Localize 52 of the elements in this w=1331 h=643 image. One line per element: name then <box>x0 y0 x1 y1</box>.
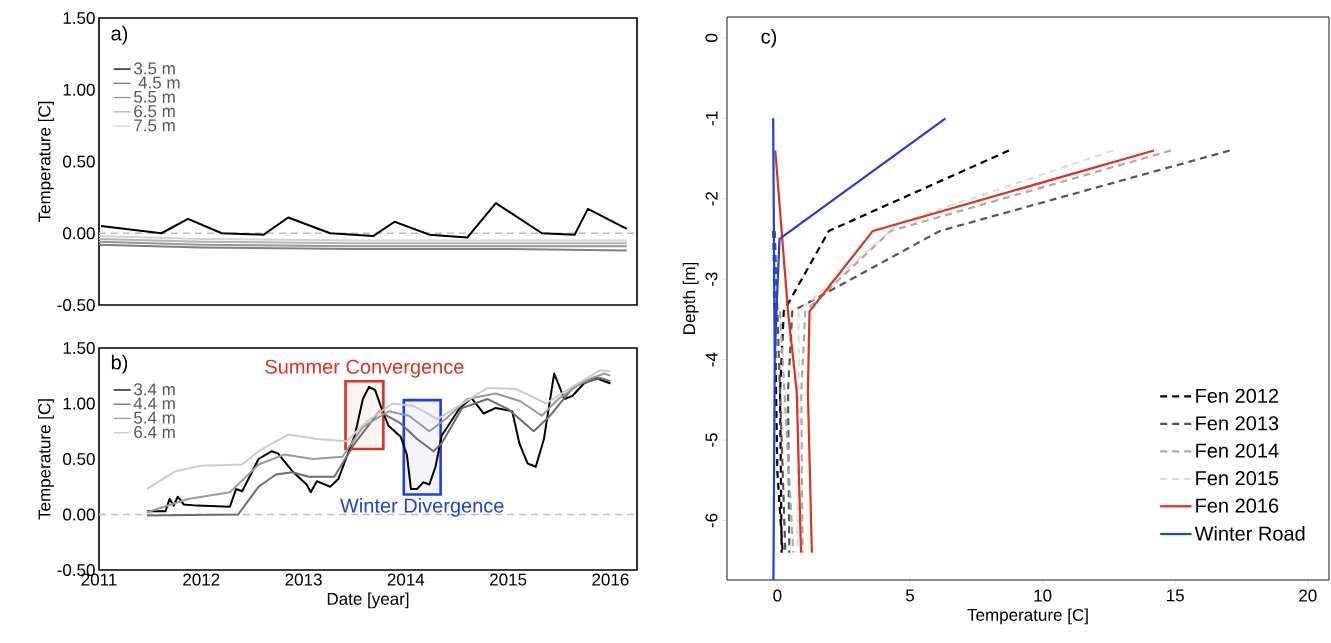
y-tick-label: -6 <box>705 513 718 528</box>
y-axis-title: Temperature [C] <box>38 101 54 223</box>
y-tick-label: -3 <box>705 272 718 286</box>
x-axis-title: Temperature [C] <box>967 608 1088 625</box>
y-axis-title: Temperature [C] <box>38 399 54 520</box>
y-tick-label: 0.50 <box>63 155 95 168</box>
x-tick-label: 2015 <box>490 573 527 586</box>
y-tick-label: -4 <box>705 352 718 367</box>
legend-label: 5.5 m <box>134 90 175 103</box>
band-label: Winter Divergence <box>340 498 504 517</box>
legend-label: 3.5 m <box>133 62 175 75</box>
y-tick-label: 1.50 <box>63 11 95 25</box>
legend-label: 6.5 m <box>134 105 175 118</box>
legend-label: 7.5 m <box>134 119 175 132</box>
y-tick-label: -1 <box>705 111 718 126</box>
line-series <box>796 149 1115 554</box>
x-tick-label: 2012 <box>183 573 220 586</box>
x-tick-label: 2016 <box>592 573 629 586</box>
y-tick-label: -2 <box>705 192 718 206</box>
x-tick-label: 10 <box>1034 589 1052 602</box>
legend-label: 5.4 m <box>134 411 175 424</box>
y-tick-label: -0.50 <box>57 298 95 312</box>
x-tick-label: 5 <box>905 589 914 602</box>
legend-label: Fen 2015 <box>1196 471 1279 486</box>
legend-label: Fen 2013 <box>1196 416 1279 431</box>
legend-label: 4.4 m <box>133 397 175 410</box>
y-axis-title: Depth [m] <box>682 262 699 334</box>
y-tick-label: 1.00 <box>63 397 95 410</box>
y-tick-label: 0.50 <box>63 452 95 466</box>
y-tick-label: 0.00 <box>63 508 95 521</box>
x-axis-title: Date [year] <box>327 592 409 609</box>
x-tick-label: 2013 <box>285 573 322 586</box>
y-tick-label: 1.50 <box>63 341 95 355</box>
x-tick-label: 15 <box>1167 589 1184 602</box>
chart-title: a) <box>111 25 128 45</box>
x-tick-label: 2014 <box>387 573 425 586</box>
x-tick-label: 0 <box>773 589 782 602</box>
legend-label: Fen 2016 <box>1196 498 1279 513</box>
legend-label: Fen 2014 <box>1196 443 1279 458</box>
legend-label: 6.4 m <box>134 426 175 439</box>
legend-label: Fen 2012 <box>1196 388 1279 403</box>
legend-label: Winter Road <box>1194 526 1305 541</box>
y-tick-label: -5 <box>705 433 718 447</box>
y-tick-label: 0.00 <box>63 227 95 240</box>
legend-label: 3.4 m <box>133 383 175 396</box>
chart-title: b) <box>111 354 128 374</box>
y-tick-label: 0 <box>705 33 718 42</box>
text: c) <box>761 28 777 48</box>
x-tick-label: 20 <box>1299 589 1317 602</box>
legend-label: 4.5 m <box>138 76 180 89</box>
band-label: Summer Convergence <box>265 359 464 378</box>
y-tick-label: 1.00 <box>63 83 95 96</box>
